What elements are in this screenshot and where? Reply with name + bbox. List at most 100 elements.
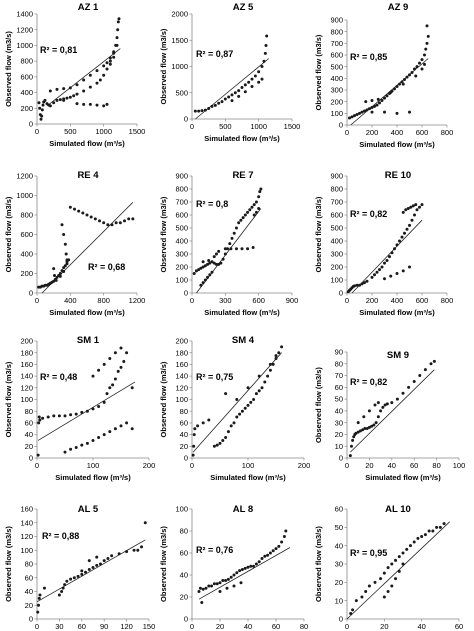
data-point xyxy=(192,272,196,275)
data-point xyxy=(246,386,250,390)
data-point xyxy=(260,77,264,81)
data-point xyxy=(204,586,208,590)
data-point xyxy=(212,582,216,586)
data-point xyxy=(418,205,421,209)
data-point xyxy=(375,103,379,107)
data-point xyxy=(243,566,247,570)
trendline xyxy=(46,48,121,107)
data-point xyxy=(241,216,245,220)
data-point xyxy=(353,284,356,288)
data-point xyxy=(232,573,236,577)
data-point xyxy=(240,409,244,413)
data-point xyxy=(413,67,416,71)
data-point xyxy=(130,427,134,431)
data-point xyxy=(260,557,264,560)
data-point xyxy=(401,269,405,273)
data-point xyxy=(95,563,99,567)
y-axis-label: Observed flow (m3/s) xyxy=(159,361,168,437)
data-point xyxy=(408,73,411,77)
x-tick-label: 200 xyxy=(143,461,156,470)
data-point xyxy=(394,558,398,562)
data-point xyxy=(246,403,250,407)
data-point xyxy=(254,562,258,566)
data-point xyxy=(370,275,374,279)
data-point xyxy=(85,213,89,217)
r-squared-label: R² = 0,8 xyxy=(196,199,228,209)
data-point xyxy=(401,551,405,555)
y-tick-label: 90 xyxy=(335,348,343,357)
data-point xyxy=(105,392,109,396)
y-tick-label: 500 xyxy=(175,224,188,233)
data-point xyxy=(115,36,119,40)
x-axis-label: Simulated flow (m³/s) xyxy=(49,308,125,317)
data-point xyxy=(63,242,67,246)
data-point xyxy=(221,579,225,582)
data-point xyxy=(63,264,67,268)
x-tick-label: 0 xyxy=(345,128,349,137)
data-point xyxy=(48,104,52,108)
data-point xyxy=(112,50,116,54)
data-point xyxy=(254,210,258,214)
data-point xyxy=(223,252,227,256)
data-point xyxy=(415,208,419,212)
data-point xyxy=(200,109,204,113)
data-point xyxy=(62,266,66,270)
trendline xyxy=(198,547,291,600)
data-point xyxy=(226,577,230,581)
data-point xyxy=(397,569,401,573)
data-point xyxy=(42,586,46,590)
data-point xyxy=(240,568,244,571)
data-point xyxy=(210,584,214,588)
data-point xyxy=(260,65,264,68)
data-point xyxy=(390,401,394,405)
data-point xyxy=(223,97,227,101)
y-tick-label: 0 xyxy=(339,289,343,298)
data-point xyxy=(110,554,114,558)
data-point xyxy=(80,572,84,576)
data-point xyxy=(197,109,201,113)
data-point xyxy=(252,398,256,401)
panel-title: SM 4 xyxy=(232,335,255,346)
y-tick-label: 60 xyxy=(335,383,343,392)
data-point xyxy=(258,190,262,194)
scatter-panel-6: 0 200 400 600 800 0 100 200 300 400 500 600 700 800 90… xyxy=(314,170,453,317)
data-point xyxy=(401,562,405,566)
data-point xyxy=(201,265,205,269)
y-tick-label: 0 xyxy=(184,454,188,463)
data-point xyxy=(277,544,281,548)
data-point xyxy=(102,362,106,366)
y-tick-label: 80 xyxy=(180,407,188,416)
data-point xyxy=(393,247,396,251)
data-point xyxy=(87,568,91,571)
data-point xyxy=(237,221,241,225)
data-point xyxy=(218,590,222,593)
x-tick-label: 600 xyxy=(416,128,429,137)
data-point xyxy=(374,421,378,425)
x-tick-label: 0 xyxy=(35,461,39,470)
data-point xyxy=(390,584,394,588)
x-tick-label: 20 xyxy=(216,622,224,631)
y-tick-label: 30 xyxy=(335,418,343,427)
data-point xyxy=(282,535,286,538)
data-point xyxy=(118,221,122,225)
x-tick-label: 60 xyxy=(455,622,463,631)
data-point xyxy=(226,430,230,434)
y-tick-label: 0 xyxy=(339,615,343,624)
data-point xyxy=(364,100,368,104)
r-squared-label: R² = 0,81 xyxy=(40,45,77,55)
data-point xyxy=(409,205,413,209)
data-point xyxy=(102,221,106,225)
x-tick-label: 1500 xyxy=(284,122,301,131)
data-point xyxy=(197,590,201,593)
data-point xyxy=(411,204,415,208)
data-point xyxy=(218,581,222,585)
y-tick-label: 60 xyxy=(25,573,33,582)
data-point xyxy=(65,262,69,266)
data-point xyxy=(62,87,66,91)
data-point xyxy=(360,110,364,114)
data-point xyxy=(80,410,84,414)
data-point xyxy=(257,374,261,378)
data-point xyxy=(423,62,426,66)
data-point xyxy=(358,429,362,433)
data-point xyxy=(91,565,95,569)
